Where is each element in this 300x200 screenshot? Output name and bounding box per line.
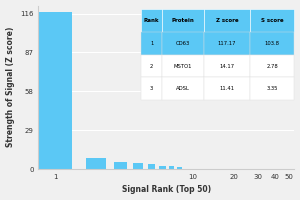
Y-axis label: Strength of Signal (Z score): Strength of Signal (Z score) xyxy=(6,27,15,147)
Bar xyxy=(32,12,72,169)
Bar xyxy=(169,166,174,169)
Bar xyxy=(133,163,143,169)
Bar xyxy=(177,167,182,169)
Bar xyxy=(159,166,166,169)
Bar xyxy=(86,158,106,169)
Bar xyxy=(148,164,155,169)
Bar xyxy=(114,162,127,169)
X-axis label: Signal Rank (Top 50): Signal Rank (Top 50) xyxy=(122,185,211,194)
